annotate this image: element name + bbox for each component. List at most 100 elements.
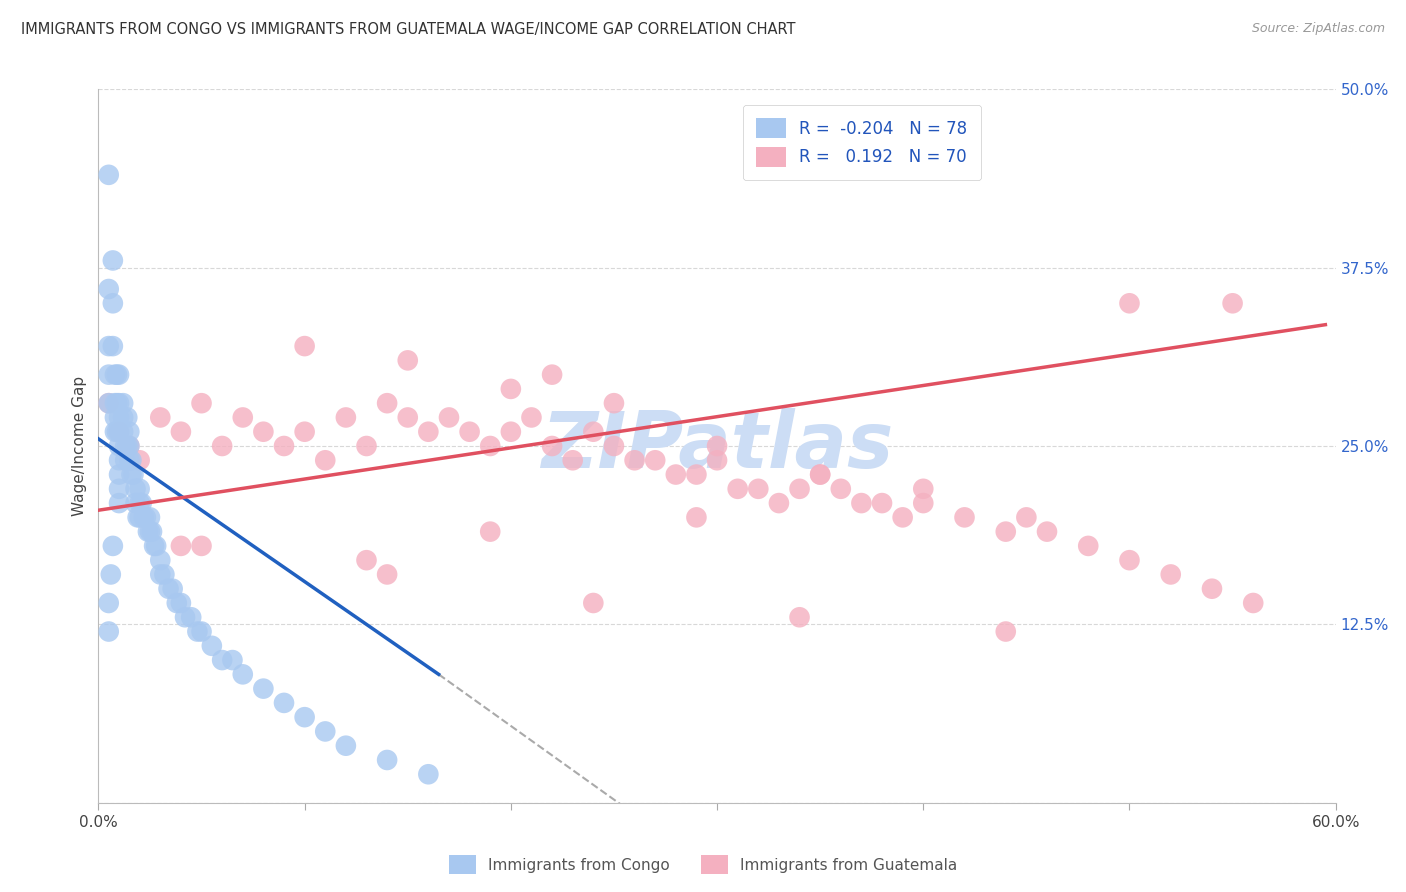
Point — [479, 439, 502, 453]
Text: Source: ZipAtlas.com: Source: ZipAtlas.com — [1251, 22, 1385, 36]
Point — [127, 510, 149, 524]
Point — [1222, 296, 1244, 310]
Point — [830, 482, 852, 496]
Point — [541, 368, 564, 382]
Y-axis label: Wage/Income Gap: Wage/Income Gap — [72, 376, 87, 516]
Point — [994, 624, 1017, 639]
Point — [112, 410, 135, 425]
Point — [356, 439, 378, 453]
Point — [356, 553, 378, 567]
Point — [97, 396, 120, 410]
Point — [112, 396, 135, 410]
Point — [108, 467, 131, 482]
Point — [870, 496, 893, 510]
Point — [120, 467, 142, 482]
Point — [105, 396, 128, 410]
Point — [294, 425, 316, 439]
Point — [149, 553, 172, 567]
Point — [273, 439, 295, 453]
Point — [221, 653, 243, 667]
Point — [97, 168, 120, 182]
Point — [499, 425, 522, 439]
Point — [97, 368, 120, 382]
Point — [335, 739, 357, 753]
Point — [101, 339, 124, 353]
Point — [132, 510, 155, 524]
Point — [157, 582, 180, 596]
Point — [582, 425, 605, 439]
Point — [418, 767, 440, 781]
Point — [1036, 524, 1059, 539]
Point — [232, 410, 254, 425]
Point — [727, 482, 749, 496]
Point — [170, 425, 193, 439]
Point — [118, 439, 141, 453]
Point — [131, 496, 153, 510]
Point — [912, 496, 935, 510]
Point — [1241, 596, 1264, 610]
Point — [994, 524, 1017, 539]
Point — [124, 482, 146, 496]
Point — [128, 496, 150, 510]
Point — [128, 453, 150, 467]
Point — [789, 610, 811, 624]
Point — [396, 353, 419, 368]
Point — [294, 710, 316, 724]
Point — [108, 425, 131, 439]
Point — [105, 368, 128, 382]
Point — [603, 396, 626, 410]
Point — [149, 410, 172, 425]
Point — [706, 439, 728, 453]
Point — [128, 510, 150, 524]
Point — [108, 410, 131, 425]
Point — [114, 453, 136, 467]
Point — [685, 510, 707, 524]
Legend: Immigrants from Congo, Immigrants from Guatemala: Immigrants from Congo, Immigrants from G… — [443, 849, 963, 880]
Point — [124, 496, 146, 510]
Point — [479, 524, 502, 539]
Point — [1118, 296, 1140, 310]
Point — [808, 467, 831, 482]
Point — [118, 439, 141, 453]
Point — [145, 539, 167, 553]
Point — [97, 624, 120, 639]
Point — [789, 482, 811, 496]
Point — [128, 482, 150, 496]
Point — [104, 396, 127, 410]
Point — [108, 396, 131, 410]
Point — [101, 253, 124, 268]
Point — [190, 624, 212, 639]
Point — [294, 339, 316, 353]
Point — [912, 482, 935, 496]
Point — [891, 510, 914, 524]
Point — [108, 482, 131, 496]
Point — [418, 425, 440, 439]
Point — [644, 453, 666, 467]
Point — [120, 453, 142, 467]
Point — [1160, 567, 1182, 582]
Point — [706, 453, 728, 467]
Point — [149, 567, 172, 582]
Point — [851, 496, 873, 510]
Point — [273, 696, 295, 710]
Point — [162, 582, 184, 596]
Point — [232, 667, 254, 681]
Point — [603, 439, 626, 453]
Point — [141, 524, 163, 539]
Point — [108, 439, 131, 453]
Point — [458, 425, 481, 439]
Text: ZIPatlas: ZIPatlas — [541, 408, 893, 484]
Point — [118, 425, 141, 439]
Point — [623, 453, 645, 467]
Point — [186, 624, 208, 639]
Point — [252, 681, 274, 696]
Point — [104, 425, 127, 439]
Point — [108, 496, 131, 510]
Point — [139, 510, 162, 524]
Point — [1201, 582, 1223, 596]
Point — [314, 724, 336, 739]
Point — [114, 439, 136, 453]
Point — [437, 410, 460, 425]
Point — [201, 639, 224, 653]
Point — [135, 510, 157, 524]
